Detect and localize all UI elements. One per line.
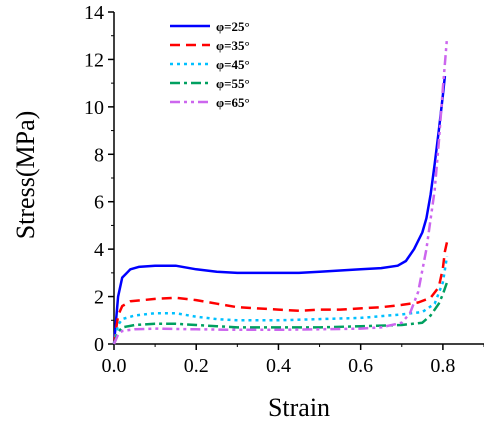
legend-label-1: φ=25° [216,19,250,34]
y-tick-label: 6 [94,192,104,214]
y-axis-title: Stress(MPa) [11,111,40,240]
x-axis-ticks: 0.0 0.2 0.4 0.6 0.8 [102,344,484,377]
legend-label-2: φ=35° [216,38,250,53]
x-tick-label: 0.2 [184,355,209,377]
y-tick-label: 4 [94,239,104,261]
y-tick-label: 10 [84,97,104,119]
axes [113,12,484,345]
legend-label-3: φ=45° [216,57,250,72]
y-tick-label: 14 [84,2,104,24]
series-layer [112,37,449,345]
x-tick-label: 0.4 [266,355,291,377]
y-tick-label: 12 [84,49,104,71]
y-tick-label: 2 [94,287,104,309]
series-line-2 [112,241,449,345]
y-axis-ticks: 0 2 4 6 8 10 12 14 [84,2,114,356]
x-tick-label: 0.8 [430,355,455,377]
x-tick-label: 0.6 [348,355,373,377]
y-tick-label: 0 [94,334,104,356]
series-line-4 [112,281,449,345]
x-axis-title: Strain [268,393,330,422]
x-tick-label: 0.0 [102,355,127,377]
y-tick-label: 8 [94,144,104,166]
legend-label-4: φ=55° [216,76,250,91]
legend: φ=25° φ=35° φ=45° φ=55° φ=65° [170,19,250,110]
series-line-5 [112,37,449,345]
series-line-1 [112,75,447,345]
series-line-3 [112,256,449,345]
legend-label-5: φ=65° [216,95,250,110]
